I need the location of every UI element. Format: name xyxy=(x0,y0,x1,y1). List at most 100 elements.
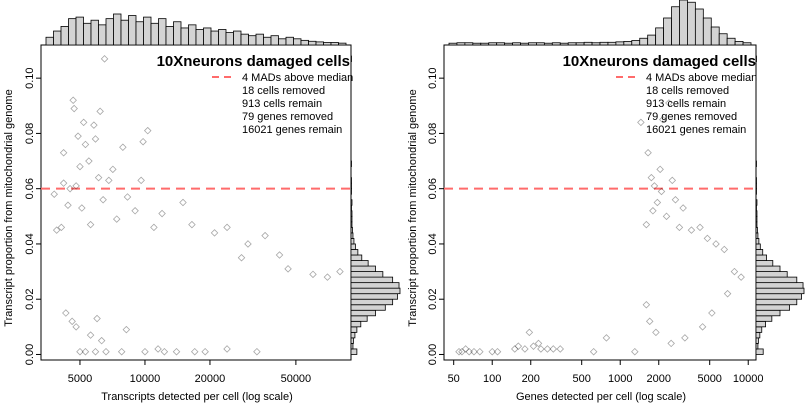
left-data-point xyxy=(112,215,121,223)
left-top-histogram-bar xyxy=(83,22,92,46)
right-right-histogram-bar xyxy=(755,276,798,284)
right-data-point xyxy=(665,99,673,107)
left-data-point xyxy=(123,193,132,201)
left-data-point xyxy=(79,118,88,127)
right-data-point xyxy=(720,245,729,254)
right-top-histogram-bar xyxy=(687,1,696,46)
left-x-tick-label: 5000 xyxy=(68,373,92,385)
right-chart-title: 10Xneurons damaged cells xyxy=(563,53,756,70)
left-top-histogram-bar xyxy=(293,38,302,46)
right-data-point xyxy=(642,220,651,229)
left-top-histogram-bar xyxy=(278,38,287,46)
right-top-histogram-bar xyxy=(663,17,672,46)
right-right-histogram-bar xyxy=(755,309,781,317)
right-chart-ylabel: Transcript proportion from mitochondrial… xyxy=(407,89,419,326)
right-right-histogram-bar xyxy=(755,238,760,245)
left-data-point xyxy=(336,267,344,276)
left-data-point xyxy=(70,104,78,113)
left-data-point xyxy=(143,126,152,135)
left-top-histogram-bar xyxy=(188,24,197,46)
right-y-tick-label: 0.08 xyxy=(427,123,439,144)
left-top-histogram-bar xyxy=(53,30,62,46)
right-top-histogram-bar xyxy=(591,42,601,46)
left-top-histogram-bar xyxy=(338,42,347,46)
left-top-histogram-bar xyxy=(315,41,324,46)
right-legend-line-3: 913 cells remain xyxy=(646,98,726,110)
left-data-point xyxy=(90,121,98,129)
right-x-tick-label: 10000 xyxy=(733,373,764,385)
left-data-point xyxy=(150,223,158,232)
right-top-histogram-bar xyxy=(583,41,593,46)
left-data-point xyxy=(86,220,95,229)
left-data-point xyxy=(105,176,113,185)
right-data-point xyxy=(696,223,704,232)
left-data-point xyxy=(59,179,68,187)
left-right-histogram-bar xyxy=(350,309,376,317)
right-right-histogram-bar xyxy=(755,348,764,355)
right-data-point xyxy=(708,309,716,317)
left-data-point xyxy=(72,323,80,331)
right-data-point xyxy=(537,345,545,353)
left-data-point xyxy=(57,223,66,232)
right-data-point xyxy=(656,165,664,174)
left-right-histogram-bar xyxy=(350,254,363,261)
right-top-histogram-bar xyxy=(655,27,664,46)
left-data-point xyxy=(68,317,76,326)
right-data-point xyxy=(644,148,652,157)
left-top-histogram-bar xyxy=(75,16,84,46)
left-data-point xyxy=(93,314,101,323)
right-right-histogram-bar xyxy=(755,331,761,339)
right-right-histogram-bar xyxy=(755,226,758,234)
left-data-point xyxy=(97,336,106,345)
left-x-tick-label: 20000 xyxy=(195,373,226,385)
left-top-histogram-bar xyxy=(150,22,159,46)
left-top-histogram-bar xyxy=(143,16,152,46)
left-legend-line-5: 16021 genes remain xyxy=(242,124,342,136)
left-data-point xyxy=(160,347,169,356)
right-y-tick-label: 0.00 xyxy=(427,344,439,365)
right-top-histogram-bar xyxy=(456,42,466,46)
left-data-point xyxy=(96,107,104,116)
left-top-histogram-bar xyxy=(203,27,212,46)
right-data-point xyxy=(730,267,739,276)
right-x-tick-label: 500 xyxy=(573,373,591,385)
right-data-point xyxy=(698,323,707,331)
right-right-histogram-bar xyxy=(755,249,764,256)
left-data-point xyxy=(86,331,95,339)
right-top-histogram-bar xyxy=(607,41,617,46)
left-top-histogram-bar xyxy=(165,25,174,46)
left-top-histogram-bar xyxy=(105,18,114,46)
left-right-histogram-bar xyxy=(350,304,386,311)
left-right-histogram-bar xyxy=(350,343,354,350)
right-top-histogram-bar xyxy=(599,41,609,46)
left-top-histogram-bar xyxy=(180,27,189,46)
left-right-histogram-bar xyxy=(350,298,394,306)
right-data-point xyxy=(458,347,466,356)
left-top-histogram-bar xyxy=(323,42,332,46)
right-data-point xyxy=(488,347,496,356)
left-data-point xyxy=(179,198,187,207)
right-data-point xyxy=(679,204,687,212)
right-legend-line-1: 4 MADs above median xyxy=(646,72,757,84)
left-data-point xyxy=(52,226,61,234)
left-legend-line-3: 913 cells remain xyxy=(242,98,322,110)
right-right-histogram-bar xyxy=(755,304,790,311)
right-data-point xyxy=(455,347,463,356)
left-right-histogram-bar xyxy=(350,226,353,234)
left-data-point xyxy=(309,270,317,279)
left-data-point xyxy=(141,347,149,356)
right-data-point xyxy=(645,317,654,326)
left-top-histogram-bar xyxy=(255,33,264,46)
right-top-histogram-bar xyxy=(615,41,625,46)
right-chart-xlabel: Genes detected per cell (log scale) xyxy=(516,391,686,403)
left-top-histogram-bar xyxy=(263,36,272,46)
right-right-histogram-bar xyxy=(755,199,758,206)
left-data-point xyxy=(91,347,100,356)
left-data-point xyxy=(188,220,196,229)
left-right-histogram-bar xyxy=(350,215,353,223)
right-legend-line-2: 18 cells removed xyxy=(646,85,729,97)
left-right-histogram-bar xyxy=(350,282,400,289)
right-x-tick-label: 100 xyxy=(483,373,501,385)
left-right-histogram-bar xyxy=(350,276,394,284)
left-data-point xyxy=(119,143,127,152)
